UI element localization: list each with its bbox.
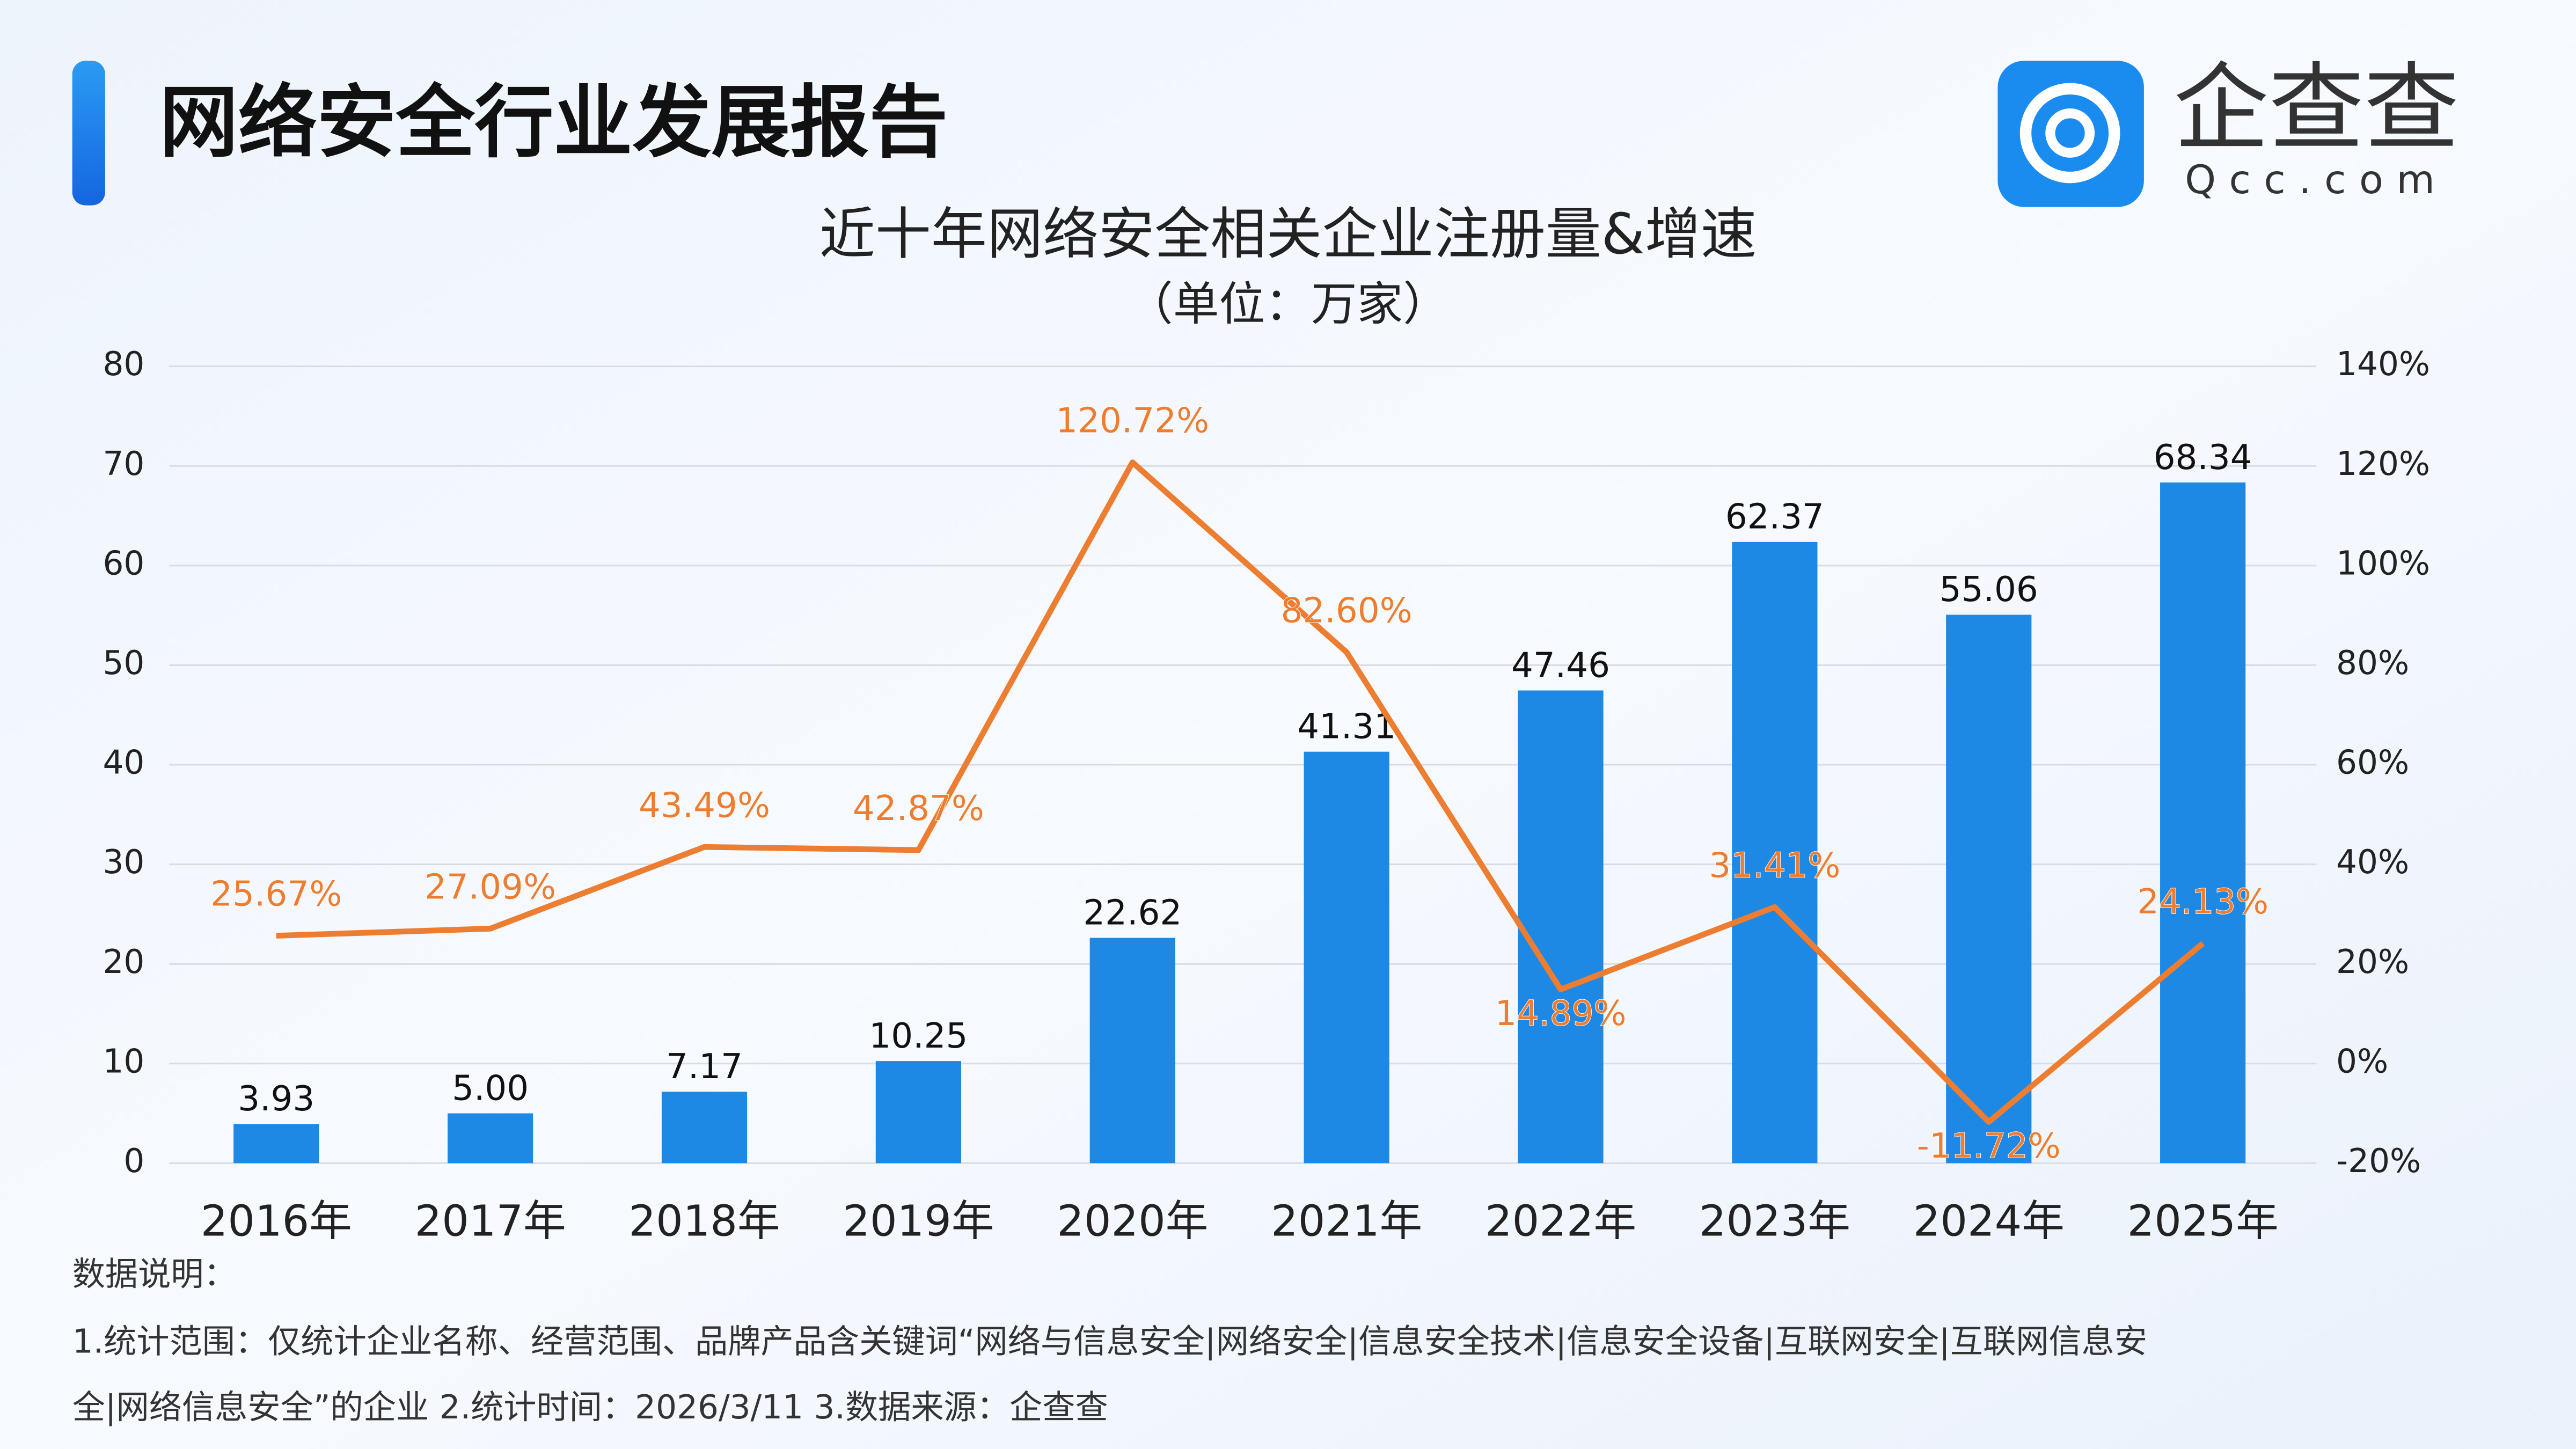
line-value-label: 31.41% [1709,845,1840,885]
x-tick-label: 2017年 [415,1196,566,1246]
y-tick-label: 0 [123,1142,144,1180]
y2-tick-label: 140% [2336,345,2430,383]
bar [875,1061,961,1163]
logo-icon [1997,61,2144,207]
chart-subtitle: （单位：万家） [1127,277,1449,331]
logo-ring [2019,83,2120,184]
x-tick-label: 2022年 [1485,1196,1636,1246]
y-tick-label: 50 [103,644,144,682]
line-value-label: 82.60% [1281,590,1413,631]
y2-tick-label: 40% [2336,843,2409,881]
bar-value-label: 68.34 [2154,437,2252,478]
bar [1946,614,2032,1163]
bar-value-label: 3.93 [238,1079,314,1119]
line-value-label: 14.89% [1495,993,1626,1034]
line-value-label: 42.87% [853,788,984,829]
line-value-label: -11.72% [1917,1126,2061,1166]
page-title: 网络安全行业发展报告 [159,77,948,169]
y-tick-label: 70 [103,445,144,483]
notes-line: 全|网络信息安全”的企业 2.统计时间：2026/3/11 3.数据来源：企查查 [72,1388,1108,1426]
accent-bar [72,61,105,206]
bar-value-label: 7.17 [666,1046,743,1087]
x-tick-label: 2020年 [1057,1196,1208,1246]
y2-tick-label: 100% [2336,544,2430,582]
logo-domain: Qcc.com [2185,157,2448,203]
bar [2160,482,2246,1163]
bar [1089,938,1175,1163]
notes-line: 1.统计范围：仅统计企业名称、经营范围、品牌产品含关键词“网络与信息安全|网络安… [72,1323,2147,1361]
bar-value-label: 10.25 [869,1016,968,1056]
line-value-label: 43.49% [639,785,770,825]
bar-value-label: 22.62 [1083,892,1182,933]
bar [1732,541,1818,1163]
y-tick-label: 20 [103,943,144,981]
chart-title: 近十年网络安全相关企业注册量&增速 [819,201,1757,267]
x-tick-label: 2016年 [201,1196,352,1246]
line [276,459,2205,1125]
bar [448,1113,533,1163]
x-tick-label: 2024年 [1913,1196,2065,1246]
line-value-label: 27.09% [425,867,556,907]
bar-value-label: 62.37 [1725,497,1824,537]
y-tick-label: 60 [103,544,144,582]
bar-value-label: 5.00 [452,1068,529,1108]
bar-value-label: 55.06 [1940,569,2038,610]
y2-tick-label: -20% [2336,1142,2421,1180]
line-value-label: 25.67% [210,874,342,914]
y-tick-label: 10 [103,1042,144,1080]
bar-value-label: 47.46 [1511,645,1610,685]
notes-label: 数据说明： [72,1255,237,1293]
logo-text: 企查查 [2174,53,2460,164]
y-tick-label: 30 [103,843,144,881]
bar-value-label: 41.31 [1297,706,1396,747]
x-tick-label: 2021年 [1271,1196,1422,1246]
x-tick-label: 2023年 [1699,1196,1850,1246]
y-tick-label: 40 [103,744,144,782]
line-value-label: 24.13% [2137,882,2268,922]
logo-inner [2045,108,2095,158]
y2-tick-label: 20% [2336,943,2409,981]
bar [661,1092,748,1163]
x-tick-label: 2018年 [628,1196,780,1246]
y2-tick-label: 60% [2336,744,2409,782]
y-tick-label: 80 [103,345,144,383]
x-tick-label: 2025年 [2127,1196,2279,1246]
y2-tick-label: 80% [2336,644,2409,682]
y2-tick-label: 120% [2336,445,2430,483]
x-tick-label: 2019年 [843,1196,994,1246]
bar [1304,751,1389,1163]
line-value-label: 120.72% [1056,401,1209,441]
bar [233,1124,319,1163]
y2-tick-label: 0% [2336,1042,2388,1080]
bar [1518,690,1604,1163]
